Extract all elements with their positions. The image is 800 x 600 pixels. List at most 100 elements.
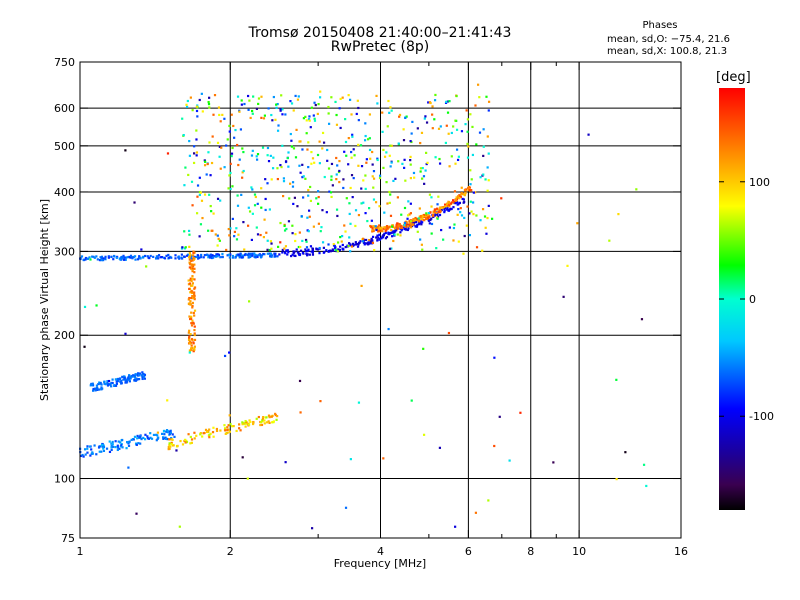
data-point [307, 188, 310, 192]
data-point [420, 131, 424, 134]
data-point [444, 141, 447, 145]
data-point [231, 256, 234, 259]
data-point [107, 255, 110, 258]
data-point [88, 256, 91, 259]
data-point [306, 254, 309, 257]
data-point [128, 374, 131, 377]
data-point [216, 253, 219, 256]
data-point [403, 224, 406, 227]
data-point [128, 440, 131, 443]
data-point [79, 454, 83, 458]
data-point [210, 210, 213, 213]
data-point [292, 252, 295, 255]
data-point [344, 118, 347, 121]
data-point [82, 455, 85, 458]
data-point [376, 157, 379, 160]
data-point [454, 162, 457, 165]
x-tick-label: 8 [527, 545, 534, 558]
data-point [208, 436, 211, 439]
data-point [210, 255, 214, 258]
data-point [482, 128, 485, 131]
data-point [360, 187, 363, 190]
data-point [127, 255, 131, 259]
x-tick-label: 16 [674, 545, 688, 558]
data-point [376, 102, 379, 105]
data-point [191, 204, 194, 207]
data-point [270, 113, 273, 117]
data-point [310, 162, 313, 165]
data-point [101, 445, 104, 448]
data-point [327, 105, 330, 109]
data-point [406, 225, 410, 228]
data-point [139, 257, 142, 260]
data-point [86, 257, 89, 260]
data-point [312, 225, 315, 228]
data-point [437, 210, 440, 213]
data-point [334, 248, 337, 252]
data-point [257, 97, 261, 100]
data-point [431, 113, 434, 116]
data-points [79, 83, 648, 530]
data-point [107, 379, 111, 383]
data-point [190, 311, 193, 314]
data-point [229, 162, 232, 165]
data-point [307, 194, 310, 197]
data-point [448, 208, 452, 211]
data-point [147, 256, 150, 259]
data-point [267, 420, 270, 423]
data-point [119, 377, 122, 380]
data-point [390, 231, 393, 234]
data-point [434, 156, 437, 159]
data-point [409, 177, 412, 180]
data-point [102, 444, 105, 447]
data-point [110, 448, 113, 452]
data-point [138, 374, 141, 377]
data-point [175, 449, 178, 452]
data-point [167, 446, 170, 449]
data-point [114, 384, 118, 387]
data-point [188, 255, 192, 258]
data-point [136, 378, 139, 381]
data-point [132, 255, 135, 259]
data-point [172, 444, 175, 447]
data-point [418, 207, 421, 210]
data-point [390, 144, 393, 147]
data-point [140, 437, 143, 441]
data-point [455, 196, 458, 199]
data-point [193, 263, 196, 266]
data-point [98, 450, 101, 453]
data-point [193, 145, 196, 148]
data-point [248, 300, 251, 303]
data-point [447, 208, 450, 212]
data-point [190, 315, 193, 318]
data-point [409, 226, 413, 229]
data-point [203, 253, 206, 257]
data-point [386, 227, 389, 230]
data-point [294, 239, 297, 243]
data-point [487, 109, 490, 112]
data-point [338, 180, 341, 184]
data-point [371, 229, 374, 232]
data-point [431, 127, 434, 130]
data-point [304, 177, 307, 180]
data-point [133, 435, 137, 438]
data-point [423, 182, 426, 185]
data-point [136, 434, 139, 438]
data-point [106, 381, 109, 385]
data-point [124, 379, 128, 382]
data-point [198, 176, 201, 179]
data-point [115, 382, 118, 385]
data-point [438, 446, 442, 449]
data-point [143, 438, 147, 441]
data-point [308, 215, 311, 218]
data-point [280, 165, 283, 169]
data-point [264, 178, 267, 181]
data-point [187, 173, 190, 177]
data-point [98, 388, 101, 391]
data-point [372, 177, 376, 180]
data-point [228, 234, 231, 237]
data-point [461, 197, 464, 201]
data-point [309, 185, 312, 189]
data-point [403, 166, 406, 169]
data-point [384, 229, 387, 233]
